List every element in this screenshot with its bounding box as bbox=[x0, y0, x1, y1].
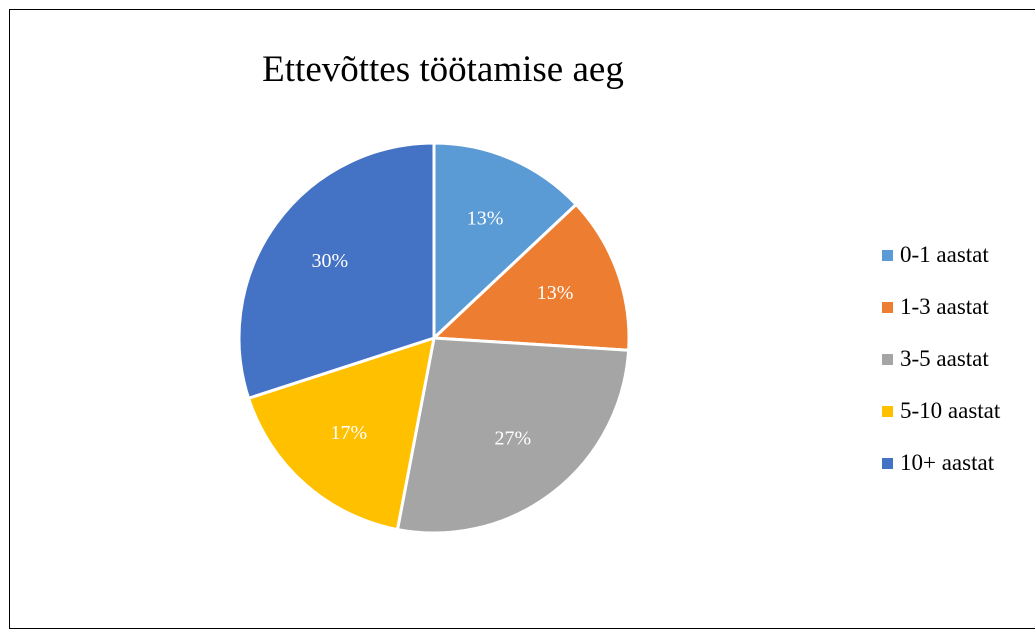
slice-data-label-0: 13% bbox=[467, 207, 504, 229]
legend-item-4: 10+ aastat bbox=[882, 445, 1000, 481]
slice-data-label-2: 27% bbox=[495, 427, 532, 449]
legend-swatch-1 bbox=[882, 301, 893, 313]
legend-swatch-3 bbox=[882, 405, 893, 417]
legend-swatch-2 bbox=[882, 353, 893, 365]
legend-swatch-0 bbox=[882, 249, 893, 261]
pie-slice-1 bbox=[430, 202, 631, 352]
pie-slice-0 bbox=[432, 141, 579, 342]
chart-title: Ettevõttes töötamise aeg bbox=[262, 49, 624, 90]
legend-item-3: 5-10 aastat bbox=[882, 393, 1000, 429]
legend: 0-1 aastat 1-3 aastat 3-5 aastat 5-10 aasta… bbox=[882, 237, 1000, 497]
legend-label-4: 10+ aastat bbox=[900, 450, 995, 475]
legend-item-2: 3-5 aastat bbox=[882, 341, 1000, 377]
legend-item-1: 1-3 aastat bbox=[882, 289, 1000, 325]
legend-label-3: 5-10 aastat bbox=[900, 398, 1001, 423]
slice-data-label-4: 30% bbox=[312, 250, 349, 272]
legend-label-1: 1-3 aastat bbox=[900, 294, 989, 319]
pie-slice-3 bbox=[246, 335, 436, 532]
pie-chart: 13% 13% 27% 17% 30% bbox=[237, 141, 631, 535]
pie-slice-2 bbox=[395, 336, 631, 535]
slice-data-label-3: 17% bbox=[331, 422, 368, 444]
legend-swatch-4 bbox=[882, 457, 893, 469]
legend-item-0: 0-1 aastat bbox=[882, 237, 1000, 273]
chart-frame: Ettevõttes töötamise aeg 13% 13% 27% 17% 30%… bbox=[9, 9, 1035, 629]
slice-data-label-1: 13% bbox=[537, 282, 574, 304]
legend-label-2: 3-5 aastat bbox=[900, 346, 989, 371]
legend-label-0: 0-1 aastat bbox=[900, 242, 989, 267]
pie-slice-4 bbox=[237, 141, 436, 401]
